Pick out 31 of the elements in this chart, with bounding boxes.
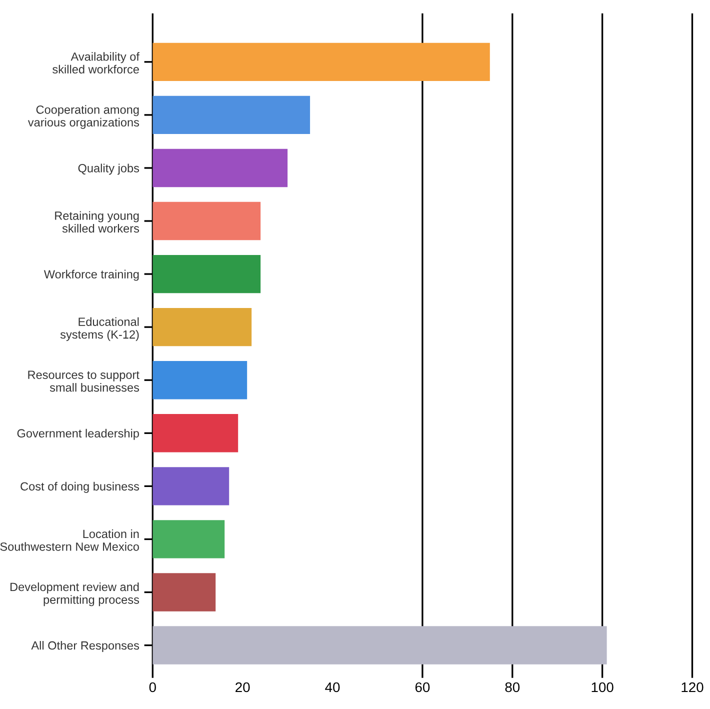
bar: [152, 414, 238, 452]
bar: [152, 573, 216, 612]
bar: [152, 467, 230, 506]
x-tick-label: 40: [325, 682, 340, 692]
bar: [152, 308, 252, 346]
y-tick-label: Resources to support small businesses: [28, 370, 140, 392]
y-tick-label: Government leadership: [17, 428, 139, 440]
y-tick-label: Availability of skilled workforce: [52, 52, 140, 74]
y-tick-label: Educational systems (K-12): [60, 317, 139, 342]
bar: [152, 361, 248, 400]
x-tick-label: 120: [682, 682, 704, 692]
y-tick-label: Retaining young skilled workers: [55, 211, 140, 233]
bar: [152, 202, 261, 240]
x-tick-label: 100: [592, 682, 614, 692]
bar: [152, 42, 490, 81]
bar: [152, 626, 607, 664]
y-tick-label: Workforce training: [44, 270, 139, 281]
bar: [152, 254, 261, 294]
y-tick-label: Location in Southwestern New Mexico: [0, 529, 139, 551]
y-tick-label: All Other Responses: [31, 640, 140, 652]
x-tick-label: 20: [236, 682, 250, 692]
y-tick-label: Quality jobs: [78, 164, 140, 175]
bar: [152, 148, 288, 188]
x-tick-label: 0: [149, 682, 156, 692]
y-tick-label: Cooperation among various organizations: [28, 105, 140, 129]
y-tick-label: Cost of doing business: [20, 482, 140, 493]
x-tick-label: 60: [415, 682, 430, 692]
x-tick-label: 80: [505, 682, 520, 692]
bar: [152, 520, 225, 558]
y-tick-label: Development review and permitting process: [10, 582, 140, 606]
bar: [152, 96, 310, 134]
